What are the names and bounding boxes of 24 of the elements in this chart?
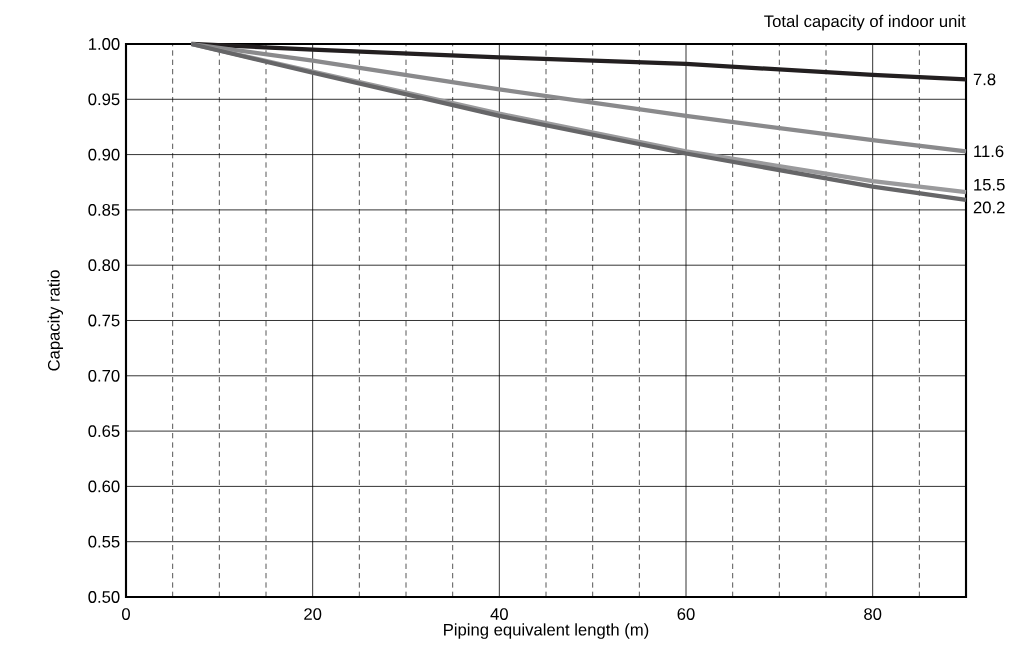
y-tick-label: 0.90 <box>88 148 120 161</box>
series-label: 20.2 <box>973 201 1005 214</box>
y-tick-label: 1.00 <box>89 38 120 50</box>
y-tick-label: 0.55 <box>88 535 120 548</box>
y-tick-label: 0.70 <box>88 369 120 382</box>
y-tick-label: 0.65 <box>88 425 120 437</box>
y-tick-label: 0.50 <box>88 591 120 603</box>
y-tick-label: 0.80 <box>88 259 120 272</box>
series-label: 7.8 <box>973 73 996 86</box>
legend-title: Total capacity of indoor unit <box>764 14 966 31</box>
y-tick-label: 0.75 <box>88 314 120 327</box>
series-label: 11.6 <box>974 145 1004 158</box>
y-tick-label: 0.85 <box>88 204 120 216</box>
x-tick-label: 20 <box>304 608 322 620</box>
y-tick-label: 0.95 <box>88 93 120 106</box>
x-tick-label: 60 <box>677 608 695 620</box>
x-tick-label: 0 <box>122 608 130 620</box>
x-tick-label: 40 <box>490 608 508 620</box>
y-tick-label: 0.60 <box>88 480 120 493</box>
line-series <box>189 41 969 82</box>
x-axis-title: Piping equivalent length (m) <box>444 623 649 639</box>
x-tick-label: 80 <box>864 608 882 620</box>
y-axis-title: Capacity ratio <box>47 270 64 371</box>
series-label: 15.5 <box>974 178 1005 191</box>
